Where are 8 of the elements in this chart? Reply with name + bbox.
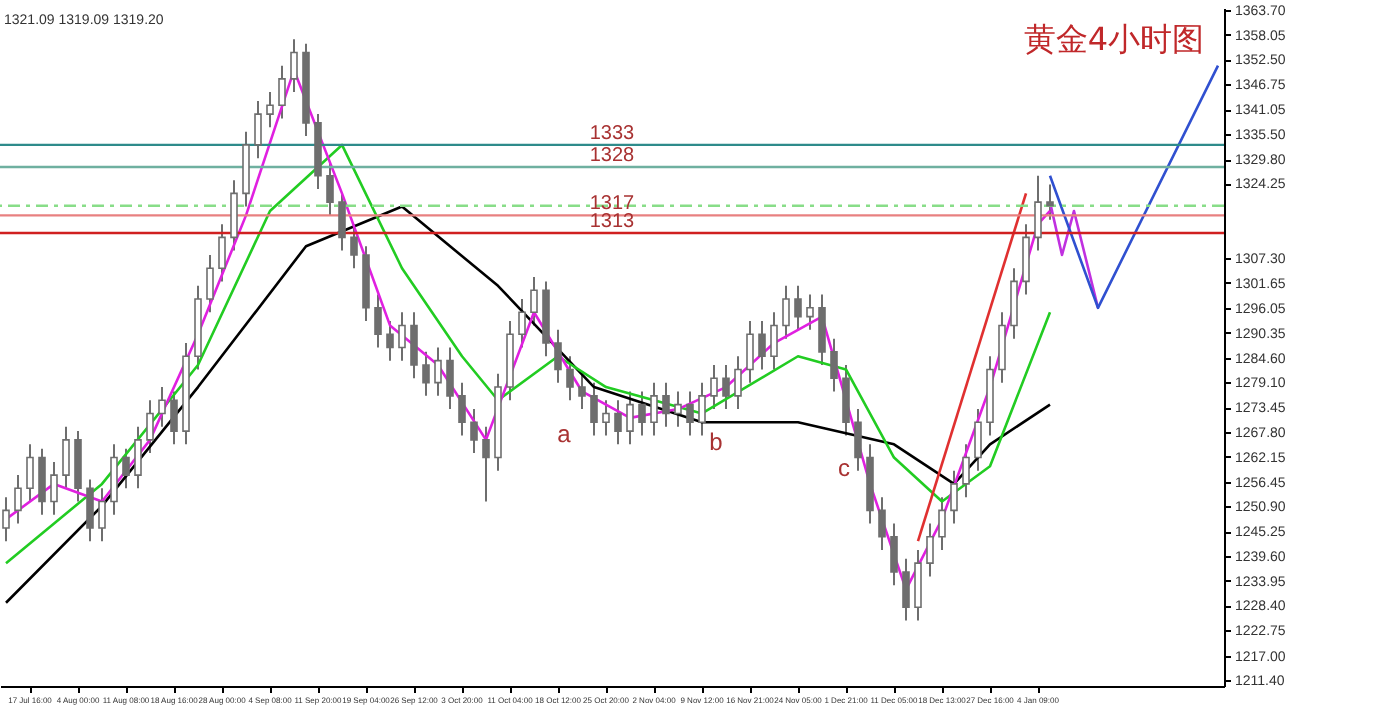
annotation: b <box>709 428 724 456</box>
annotation: a <box>557 420 572 448</box>
annotation: c <box>838 454 850 482</box>
chart-title: 黄金4小时图 <box>1023 20 1204 58</box>
ref-line-label: 1313 <box>589 210 636 233</box>
ref-line-label: 1317 <box>589 193 636 216</box>
ref-line-label: 1333 <box>589 122 636 145</box>
ref-line-label: 1328 <box>589 144 636 167</box>
